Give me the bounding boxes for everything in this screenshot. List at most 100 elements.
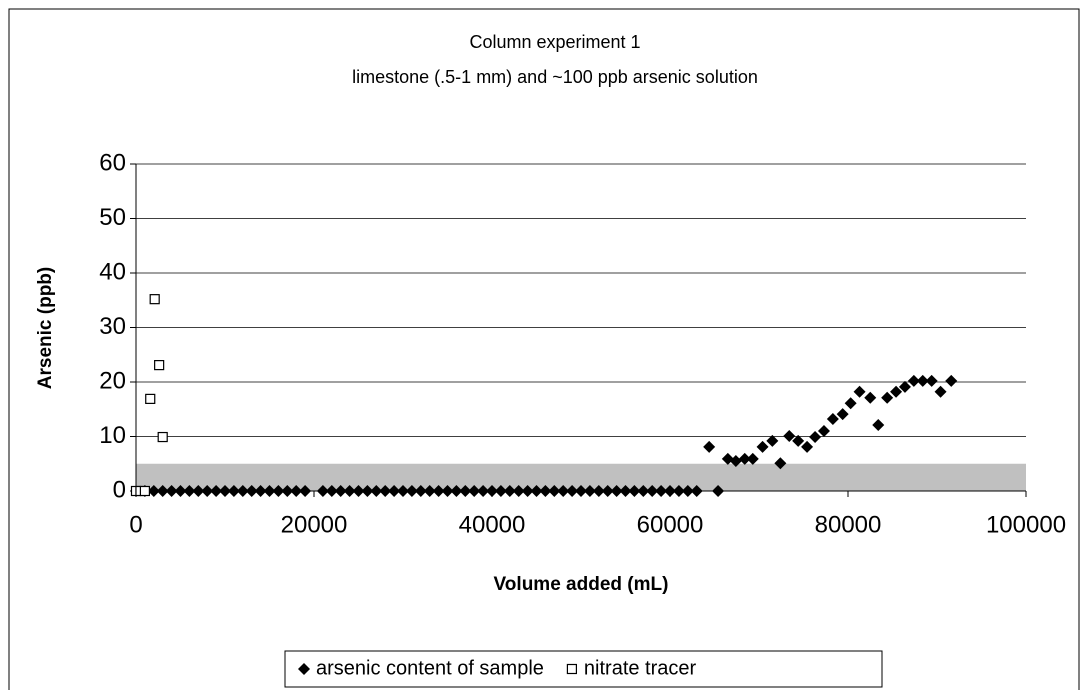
- point: [756, 440, 769, 453]
- point: [619, 485, 632, 497]
- point: [494, 485, 507, 497]
- point: [503, 485, 516, 497]
- point: [486, 485, 498, 497]
- point: [405, 485, 418, 497]
- point: [774, 457, 787, 470]
- point: [817, 425, 830, 438]
- point: [583, 485, 596, 497]
- point: [916, 374, 929, 387]
- point: [690, 485, 703, 497]
- point: [263, 485, 276, 497]
- point: [165, 485, 178, 497]
- point: [898, 380, 911, 393]
- point: [477, 485, 490, 497]
- point: [281, 485, 294, 497]
- point: [907, 374, 920, 387]
- point: [610, 485, 623, 497]
- point: [853, 385, 866, 398]
- point: [149, 294, 160, 305]
- legend-marker: [298, 663, 310, 675]
- point: [145, 393, 156, 404]
- point: [379, 485, 392, 497]
- point: [809, 431, 822, 444]
- point: [423, 485, 436, 497]
- point: [316, 485, 329, 497]
- point: [826, 413, 839, 426]
- point: [844, 397, 857, 410]
- point: [738, 452, 751, 465]
- y-tick-label: 60: [99, 149, 126, 176]
- point: [352, 485, 365, 497]
- point: [227, 485, 240, 497]
- y-tick-label: 40: [99, 258, 126, 285]
- chart-frame: [8, 8, 1080, 695]
- point: [236, 485, 249, 497]
- point: [592, 485, 605, 497]
- point: [183, 485, 196, 497]
- point: [881, 391, 894, 404]
- x-axis-label: Volume added (mL): [494, 574, 669, 595]
- point: [397, 485, 409, 497]
- point: [575, 485, 587, 497]
- point: [290, 485, 303, 497]
- point: [925, 374, 938, 387]
- point: [174, 485, 187, 497]
- point: [703, 440, 716, 453]
- point: [192, 485, 205, 497]
- point: [864, 391, 877, 404]
- x-tick-label: 80000: [815, 511, 882, 538]
- point: [210, 485, 223, 497]
- point: [539, 485, 552, 497]
- point: [792, 434, 805, 447]
- x-tick-label: 100000: [986, 511, 1066, 538]
- point: [945, 374, 958, 387]
- chart-subtitle: limestone (.5-1 mm) and ~100 ppb arsenic…: [352, 67, 758, 87]
- point: [729, 455, 742, 468]
- point: [254, 485, 267, 497]
- point: [646, 485, 659, 497]
- point: [712, 485, 725, 497]
- point: [872, 419, 885, 432]
- point: [521, 485, 534, 497]
- legend-marker: [566, 663, 578, 675]
- point: [672, 485, 685, 497]
- point: [655, 485, 668, 497]
- point: [468, 485, 481, 497]
- y-tick-label: 20: [99, 367, 126, 394]
- point: [201, 485, 214, 497]
- point: [664, 485, 676, 497]
- point: [325, 485, 338, 497]
- y-tick-label: 0: [113, 476, 126, 503]
- y-tick-label: 30: [99, 313, 126, 340]
- point: [530, 485, 543, 497]
- point: [766, 434, 779, 447]
- point: [783, 429, 796, 442]
- point: [801, 440, 814, 453]
- point: [154, 360, 165, 371]
- point: [746, 452, 759, 465]
- x-tick-label: 0: [129, 511, 142, 538]
- point: [441, 485, 454, 497]
- chart-title: Column experiment 1: [469, 32, 640, 52]
- point: [245, 485, 258, 497]
- point: [272, 485, 285, 497]
- legend-box: [284, 650, 883, 688]
- point: [334, 485, 347, 497]
- point: [370, 485, 383, 497]
- point: [890, 385, 903, 398]
- point: [299, 485, 312, 497]
- y-tick-label: 50: [99, 204, 126, 231]
- point: [432, 485, 445, 497]
- point: [388, 485, 401, 497]
- x-tick-label: 60000: [637, 511, 704, 538]
- legend-label: arsenic content of sample: [316, 657, 544, 679]
- point: [548, 485, 561, 497]
- y-tick-label: 10: [99, 422, 126, 449]
- point: [156, 485, 169, 497]
- y-axis-label: Arsenic (ppb): [35, 267, 56, 389]
- point: [628, 485, 641, 497]
- point: [637, 485, 650, 497]
- legend-label: nitrate tracer: [584, 657, 697, 679]
- point: [836, 408, 849, 421]
